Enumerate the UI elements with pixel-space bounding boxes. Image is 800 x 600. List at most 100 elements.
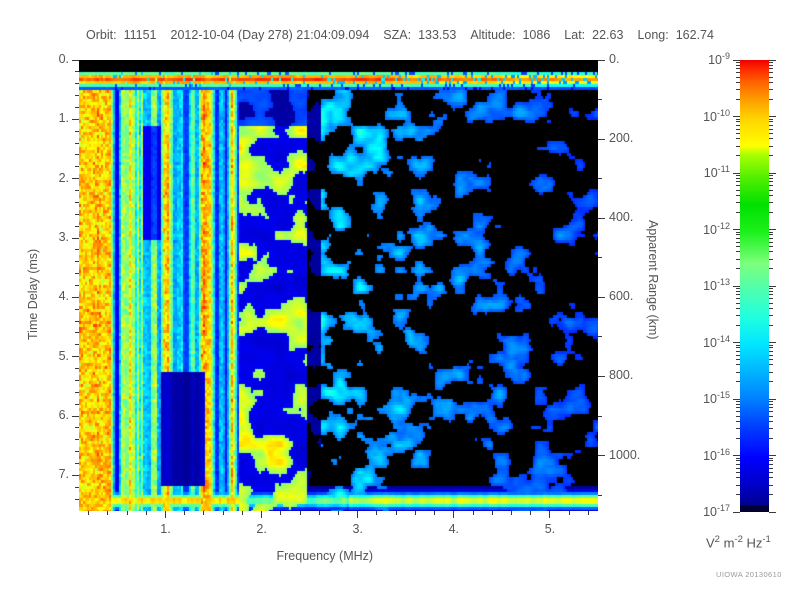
colorbar-minor-tick [736,62,740,64]
y-minor-tick-left [75,344,79,346]
x-minor-tick [222,511,224,515]
y-minor-tick-left [75,154,79,156]
colorbar-minor-tick [736,194,740,196]
y-minor-tick-left [75,166,79,168]
colorbar-tick-label: 10-10 [703,107,730,124]
y-minor-tick-left [75,130,79,132]
altitude-label: Altitude: [470,28,516,42]
long-value: 162.74 [675,28,714,42]
colorbar-minor-tick [736,460,740,462]
colorbar-minor-tick [736,241,740,243]
colorbar-minor-tick [769,428,773,430]
y-tick-label-right: 1000. [609,447,641,462]
colorbar-minor-tick [736,457,740,459]
colorbar-minor-tick [769,138,773,140]
x-axis-title: Frequency (MHz) [276,549,374,563]
colorbar-minor-tick [736,202,740,204]
colorbar-minor-tick [769,89,773,91]
colorbar-minor-tick [769,307,773,309]
x-major-tick [357,511,359,518]
ionogram-heatmap [79,60,598,511]
sza-value: 133.53 [418,28,457,42]
y-minor-tick-left [75,427,79,429]
colorbar-minor-tick [736,371,740,373]
colorbar-major-tick [733,455,740,456]
x-minor-tick [241,511,243,515]
y-tick-label-right: 800. [609,368,634,383]
colorbar-major-tick [733,398,740,400]
colorbar-minor-tick [769,81,773,83]
colorbar-tick-label: 10-11 [703,164,730,181]
colorbar-minor-tick [769,181,773,183]
x-minor-tick [376,511,378,515]
y-minor-tick-right [598,178,602,180]
y-tick-label-left: 2. [58,170,69,185]
y-tick-label-right: 600. [609,289,634,304]
x-minor-tick [511,511,512,515]
colorbar-minor-tick [736,177,740,179]
y-major-tick-left [72,59,79,61]
colorbar-major-tick [733,229,740,230]
y-major-tick-right [598,217,605,219]
y-minor-tick-left [75,71,79,73]
colorbar-tick-label: 10-15 [703,390,730,407]
colorbar-minor-tick [769,302,773,304]
y-minor-tick-right [598,336,602,338]
y-minor-tick-right [598,257,602,259]
colorbar-units: V2 m-2 Hz-1 [706,534,771,551]
y-tick-label-left: 6. [58,408,69,423]
y-minor-tick-left [75,249,79,251]
colorbar-minor-tick [736,234,740,236]
colorbar-minor-tick [769,234,773,236]
colorbar-minor-tick [736,89,740,91]
colorbar-major-tick [769,172,776,174]
x-minor-tick [434,511,436,515]
colorbar-minor-tick [736,258,740,260]
x-minor-tick [280,511,282,515]
colorbar-major-tick [769,455,776,456]
colorbar-minor-tick [736,189,740,191]
colorbar-minor-tick [736,415,740,417]
colorbar-major-tick [733,285,740,287]
x-minor-tick [184,511,186,515]
y-major-tick-right [598,375,605,377]
colorbar-minor-tick [769,268,773,270]
orbit-label: Orbit: [86,28,117,42]
colorbar-minor-tick [769,457,773,459]
colorbar-minor-tick [736,76,740,78]
y-minor-tick-left [75,213,79,215]
colorbar-tick-label: 10-9 [708,51,730,68]
x-major-tick [165,511,166,518]
colorbar-minor-tick [769,407,773,409]
colorbar-minor-tick [736,403,740,405]
colorbar-minor-tick [736,437,740,439]
x-minor-tick [338,511,339,515]
colorbar-minor-tick [736,494,740,496]
y-minor-tick-left [75,308,79,310]
colorbar-minor-tick [736,350,740,352]
header-metadata: Orbit: 11151 2012-10-04 (Day 278) 21:04:09… [0,28,800,42]
y-minor-tick-left [75,201,79,203]
colorbar-minor-tick [769,231,773,233]
colorbar-minor-tick [769,288,773,290]
colorbar-tick-label: 10-17 [703,503,730,520]
colorbar-minor-tick [736,344,740,346]
y-minor-tick-left [75,403,79,405]
colorbar-tick-label: 10-14 [703,333,730,350]
y-major-tick-right [598,59,605,61]
colorbar-minor-tick [736,68,740,70]
colorbar-minor-tick [736,467,740,469]
colorbar-minor-tick [769,477,773,479]
x-major-tick [261,511,263,518]
colorbar-minor-tick [736,354,740,356]
colorbar-minor-tick [769,177,773,179]
colorbar-major-tick [733,116,740,117]
x-tick-label: 2. [256,522,267,536]
colorbar-major-tick [769,116,776,117]
colorbar-minor-tick [736,364,740,366]
colorbar-major-tick [769,511,776,513]
colorbar-minor-tick [736,124,740,126]
y-minor-tick-left [75,379,79,381]
x-minor-tick [587,511,589,515]
x-minor-tick [491,511,493,515]
